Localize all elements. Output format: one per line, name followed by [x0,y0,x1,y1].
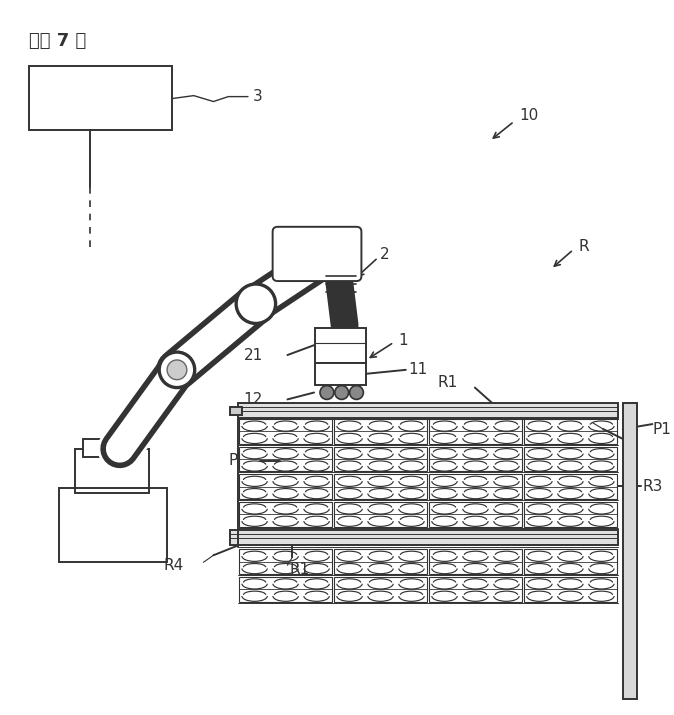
Bar [334,502,427,527]
Circle shape [335,385,348,400]
Bar [75,449,150,493]
Bar [429,577,522,601]
Bar [334,549,427,574]
Bar [231,530,618,546]
Text: P1: P1 [652,422,671,437]
Text: 21: 21 [243,347,263,363]
FancyBboxPatch shape [273,227,361,281]
Bar [239,502,332,527]
Bar [524,447,617,471]
Text: P: P [229,453,238,468]
Text: R1: R1 [438,375,458,390]
Bar [59,488,167,562]
Bar [334,419,427,444]
Bar [239,447,332,471]
Bar [429,419,522,444]
Bar [315,328,367,363]
Bar [231,408,242,415]
Bar [29,66,172,130]
Bar [429,474,522,499]
Text: R4: R4 [164,558,184,573]
Circle shape [320,385,334,400]
Text: 10: 10 [519,108,539,123]
Text: 11: 11 [408,363,428,378]
Circle shape [159,352,195,388]
FancyBboxPatch shape [84,439,140,457]
Bar [524,577,617,601]
Bar [239,419,332,444]
Bar [239,474,332,499]
Bar [524,502,617,527]
Bar [239,577,332,601]
Bar [623,403,637,699]
Bar [524,474,617,499]
Text: 3: 3 [253,89,263,104]
Text: R1: R1 [289,561,309,576]
Bar [238,403,618,419]
Circle shape [167,360,187,380]
Text: R: R [578,239,589,254]
Circle shape [350,385,363,400]
Bar [524,549,617,574]
Bar [334,447,427,471]
Bar [315,363,367,385]
Bar [334,577,427,601]
Bar [429,549,522,574]
Circle shape [236,284,276,323]
Bar [429,502,522,527]
Bar [239,549,332,574]
Bar [524,419,617,444]
Text: 1: 1 [398,332,408,347]
Text: 12: 12 [243,392,263,407]
Text: 【図 7 】: 【図 7 】 [29,32,86,51]
Bar [334,474,427,499]
Bar [429,447,522,471]
Text: 2: 2 [380,247,390,262]
Text: R3: R3 [642,479,663,494]
